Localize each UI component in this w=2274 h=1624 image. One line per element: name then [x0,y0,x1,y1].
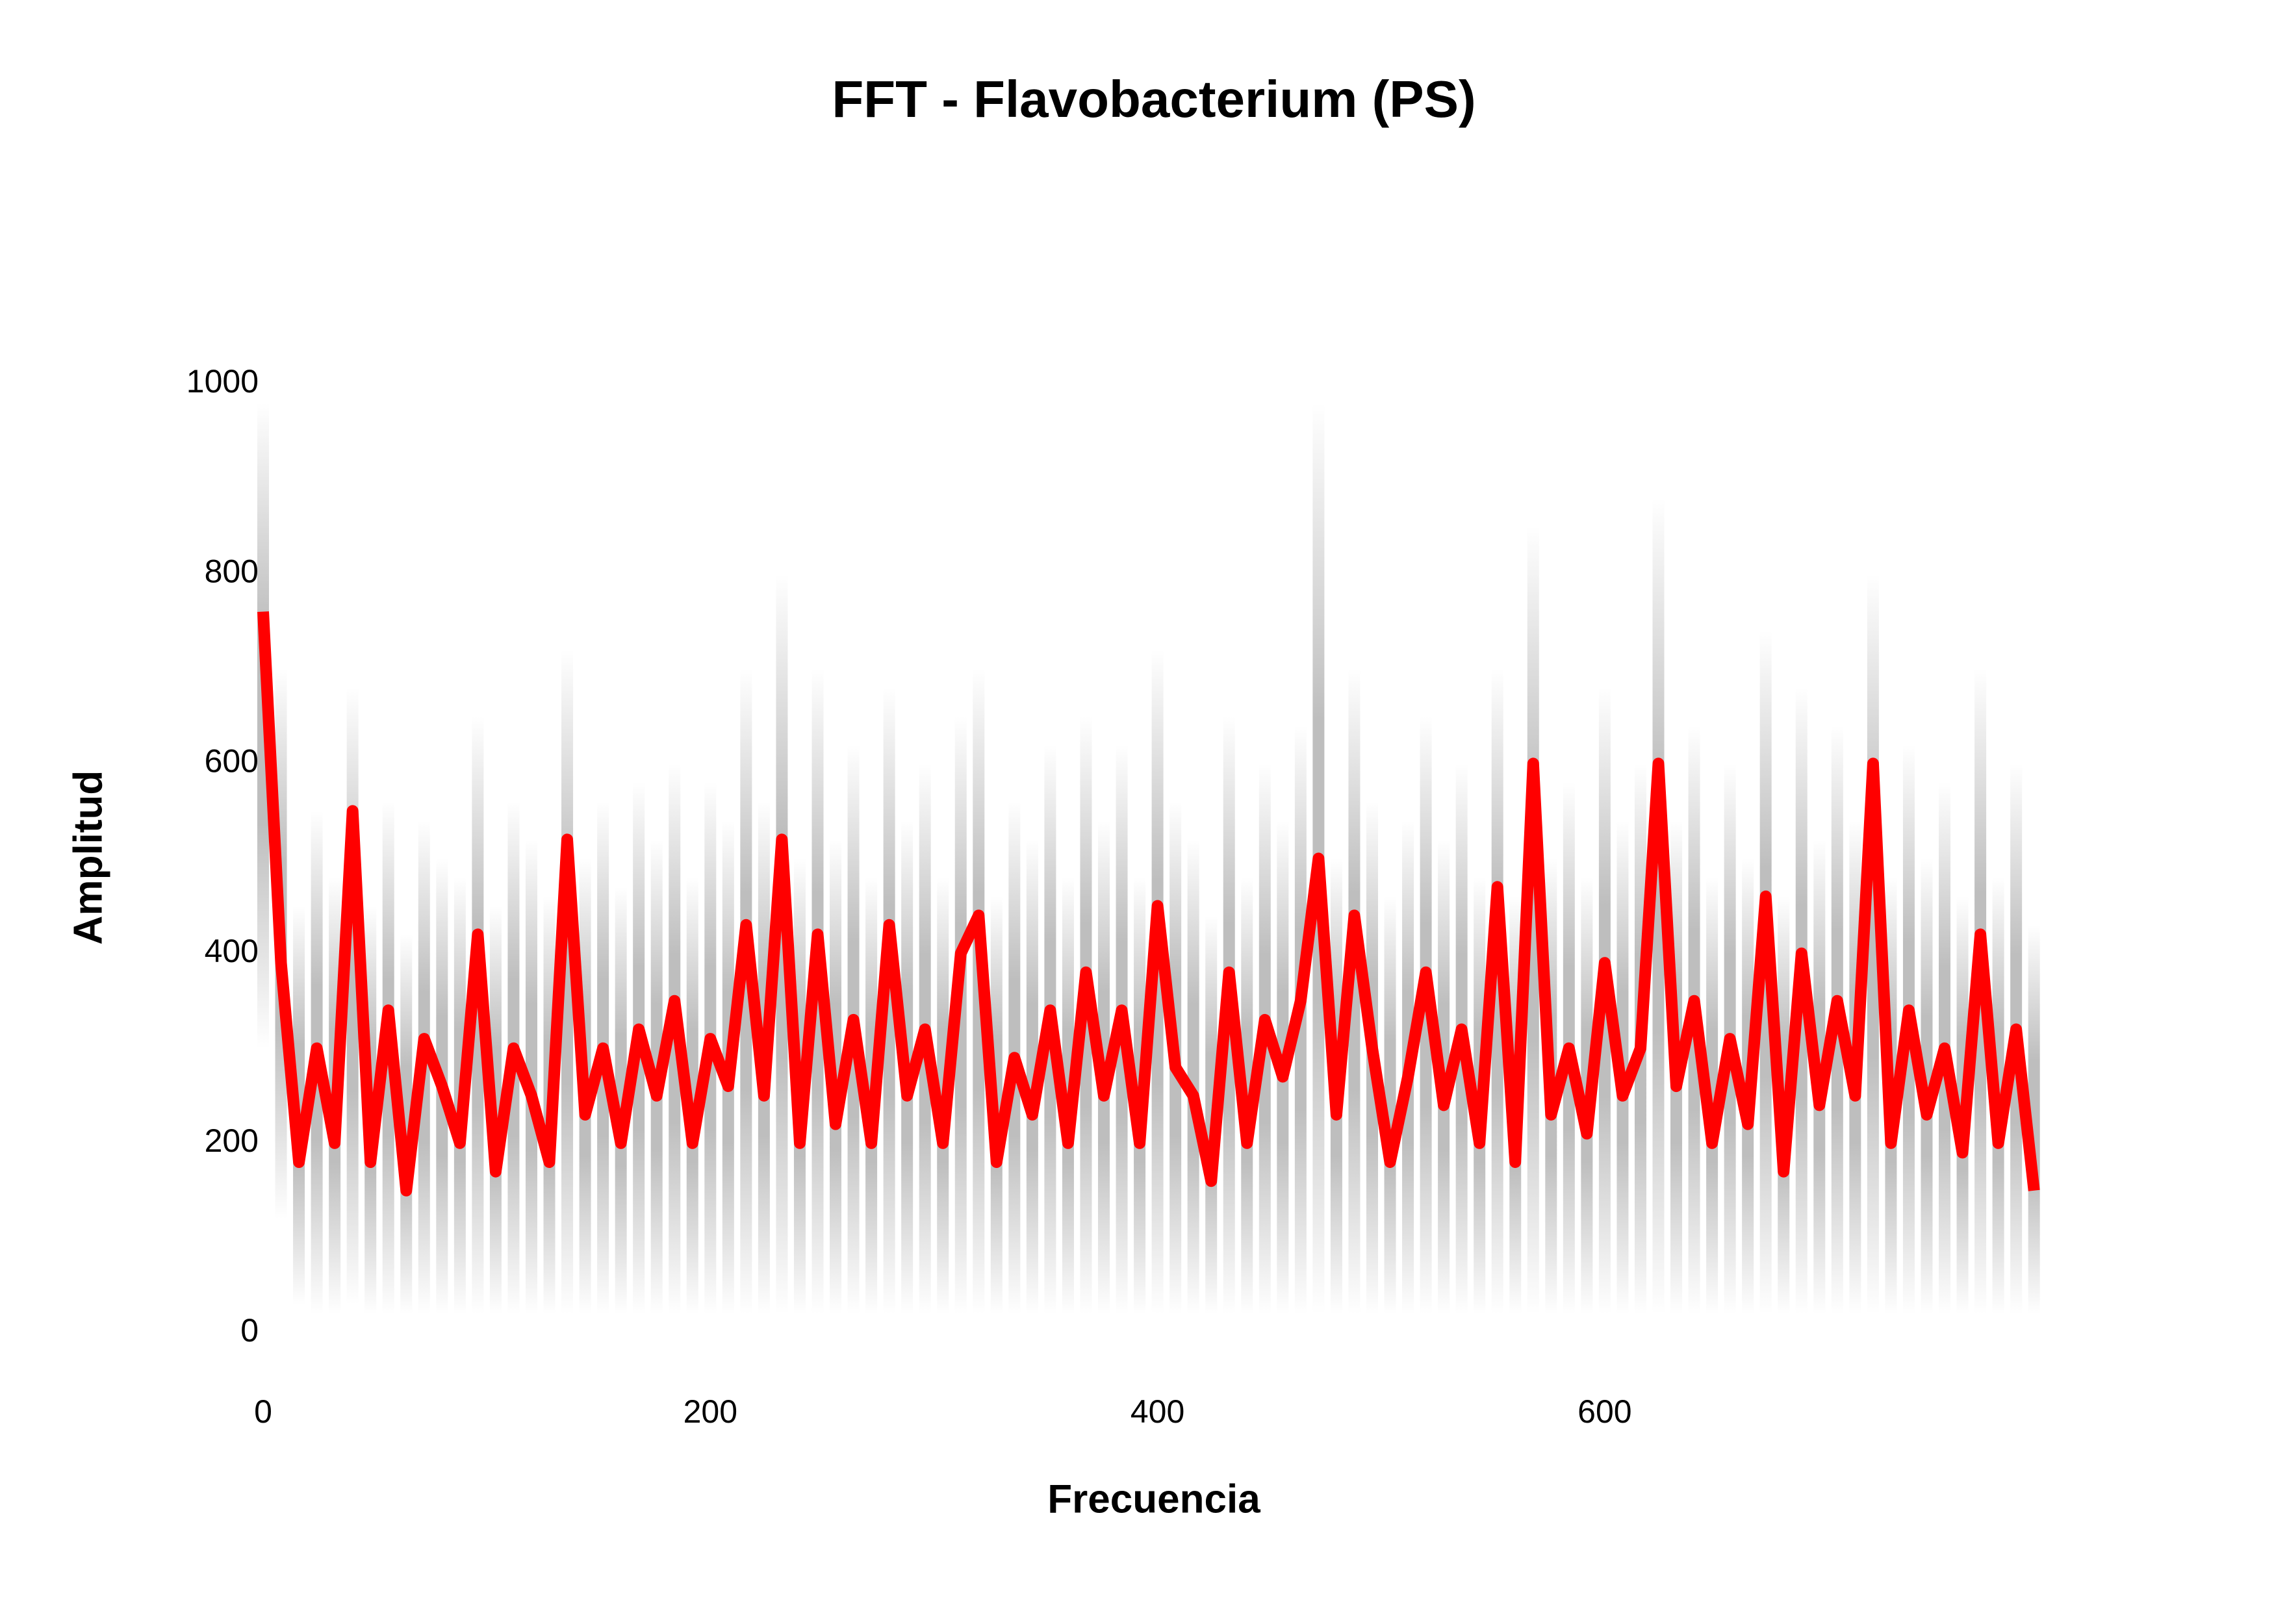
x-tick-label: 0 [254,1393,272,1430]
x-tick-label: 600 [1578,1393,1631,1430]
y-tick-label: 0 [240,1312,259,1349]
uncertainty-band [1026,839,1038,1314]
uncertainty-band [1187,839,1199,1314]
uncertainty-band [2028,924,2040,1314]
x-tick-label: 400 [1131,1393,1184,1430]
y-tick-label: 200 [205,1123,259,1159]
uncertainty-band [400,934,413,1314]
y-tick-label: 600 [205,743,259,780]
x-tick-label: 200 [683,1393,737,1430]
y-tick-label: 400 [205,933,259,969]
uncertainty-band [776,574,788,1314]
uncertainty-band [1491,668,1503,1314]
uncertainty-band [1652,498,1665,1314]
uncertainty-band [883,687,895,1314]
uncertainty-band [615,887,627,1314]
y-tick-label: 1000 [186,363,259,400]
uncertainty-band [525,839,537,1314]
x-axis-title: Frecuencia [1047,1477,1260,1521]
uncertainty-band [561,650,574,1314]
uncertainty-band [1348,668,1361,1314]
y-axis-title: Amplitud [66,770,110,945]
data-line [257,611,2040,1197]
uncertainty-band [472,716,484,1314]
uncertainty-band [1706,877,1718,1314]
uncertainty-band [1384,896,1396,1314]
y-tick-label: 800 [205,553,259,589]
uncertainty-band [1527,526,1539,1314]
uncertainty-band [686,877,698,1314]
uncertainty-band [740,668,752,1314]
chart-title: FFT - Flavobacterium (PS) [832,70,1476,128]
